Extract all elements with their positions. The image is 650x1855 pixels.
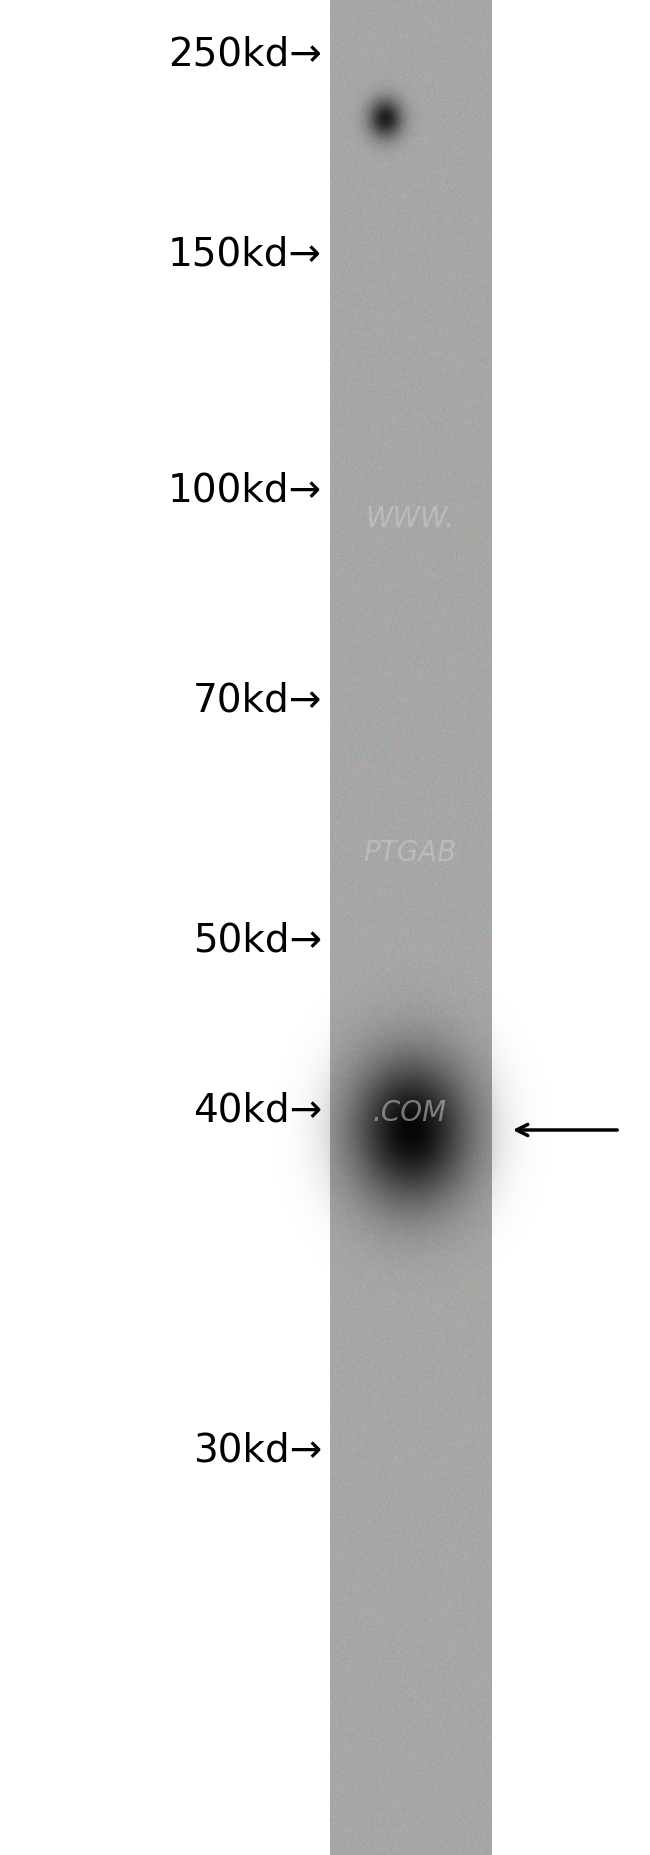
Text: 70kd→: 70kd→ bbox=[192, 681, 322, 720]
Text: 40kd→: 40kd→ bbox=[193, 1091, 322, 1130]
Text: .COM: .COM bbox=[372, 1098, 447, 1128]
Text: 150kd→: 150kd→ bbox=[168, 236, 322, 275]
Text: 100kd→: 100kd→ bbox=[168, 471, 322, 508]
Text: WWW.: WWW. bbox=[365, 505, 454, 534]
Text: 30kd→: 30kd→ bbox=[193, 1430, 322, 1469]
Text: 50kd→: 50kd→ bbox=[193, 920, 322, 959]
Text: 250kd→: 250kd→ bbox=[168, 35, 322, 74]
Text: PTGAB: PTGAB bbox=[363, 838, 456, 868]
